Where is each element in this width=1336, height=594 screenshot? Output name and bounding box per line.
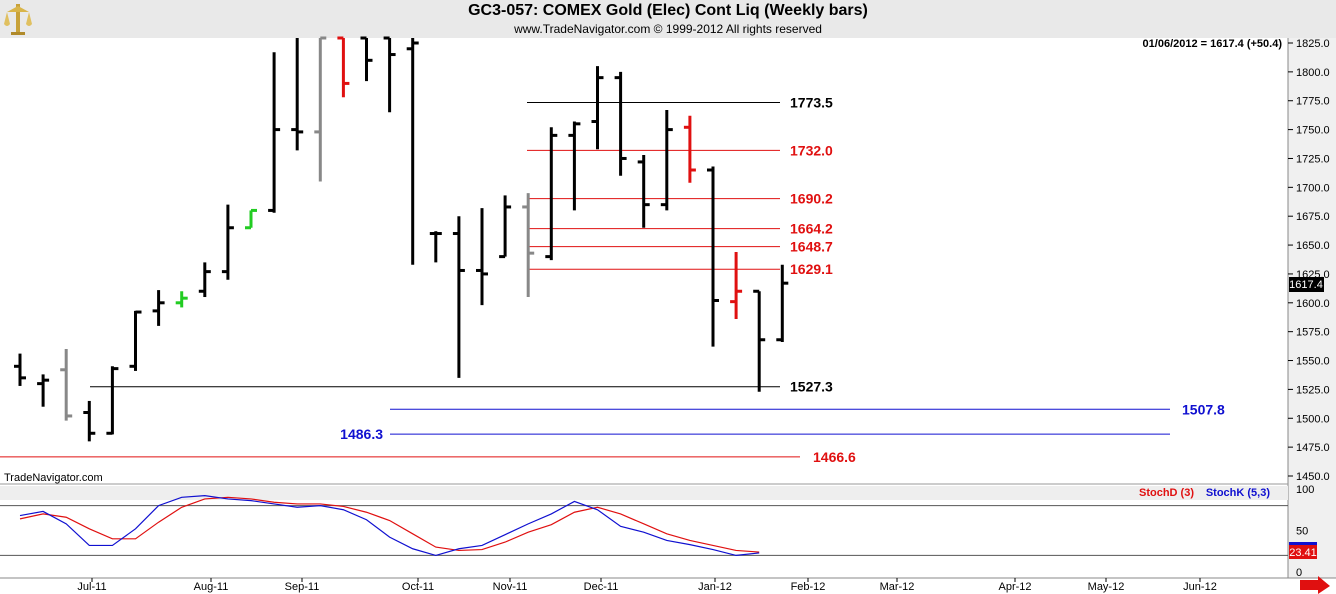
chart-title: GC3-057: COMEX Gold (Elec) Cont Liq (Wee… <box>468 2 868 19</box>
x-tick-label: Apr-12 <box>998 581 1031 593</box>
level-label: 1664.2 <box>790 221 833 237</box>
price-bar <box>198 262 211 298</box>
x-tick-label: Dec-11 <box>584 581 619 593</box>
price-bar <box>637 155 650 228</box>
price-bar <box>175 291 188 308</box>
x-tick-label: Jun-12 <box>1183 581 1217 593</box>
last-price-tag: 1617.4 <box>1289 279 1323 291</box>
price-tick-label: 1725.0 <box>1296 153 1330 165</box>
price-tick-label: 1550.0 <box>1296 356 1330 368</box>
osc-tick-label: 50 <box>1296 526 1308 538</box>
price-bar <box>568 121 581 211</box>
price-axis-ticks: 1450.0 1475.0 1500.0 1525.0 1550.0 1575.0 1600… <box>1288 38 1330 483</box>
price-bar <box>522 193 535 298</box>
watermark: TradeNavigator.com <box>4 472 103 484</box>
price-bar <box>591 66 604 150</box>
price-bar <box>221 204 234 280</box>
price-tick-label: 1600.0 <box>1296 298 1330 310</box>
trade-navigator-logo-icon <box>4 4 32 35</box>
level-lines: 1773.5 1732.0 1690.2 1664.2 1648.7 1629.1 1527… <box>0 94 1225 465</box>
stoch-k-legend: StochK (5,3) <box>1206 487 1271 499</box>
stoch-d-line <box>19 496 760 553</box>
level-label: 1507.8 <box>1182 401 1225 417</box>
price-bar <box>753 289 766 392</box>
price-bar <box>614 71 627 176</box>
oscillator-pane: 100 50 0 <box>0 484 1314 579</box>
price-bar <box>406 38 419 265</box>
level-label: 1486.3 <box>340 426 383 442</box>
price-bars <box>14 36 789 442</box>
x-tick-label: Oct-11 <box>402 581 434 593</box>
price-bar <box>730 251 743 319</box>
scroll-right-arrow-icon[interactable] <box>1300 576 1330 594</box>
x-tick-label: Mar-12 <box>880 581 915 593</box>
price-tick-label: 1450.0 <box>1296 471 1330 483</box>
level-label: 1629.1 <box>790 261 833 277</box>
price-tick-label: 1650.0 <box>1296 240 1330 252</box>
level-label: 1648.7 <box>790 239 833 255</box>
price-bar <box>129 310 142 371</box>
price-bar <box>776 264 789 343</box>
x-tick-label: Sep-11 <box>285 581 320 593</box>
price-bar <box>83 400 96 442</box>
last-price-info: 01/06/2012 = 1617.4 (+50.4) <box>1143 38 1283 50</box>
price-bar <box>383 36 396 113</box>
last-price-tag-box <box>1289 277 1324 292</box>
x-tick-label: Aug-11 <box>194 581 229 593</box>
price-bar <box>429 231 442 263</box>
oscillator-legend-strip <box>0 486 1288 500</box>
osc-tick-label: 0 <box>1296 567 1302 579</box>
stoch-k-line <box>19 495 760 557</box>
price-tick-label: 1750.0 <box>1296 125 1330 137</box>
level-label: 1466.6 <box>813 449 856 465</box>
price-bar <box>268 52 281 213</box>
price-bar <box>545 127 558 261</box>
x-axis-labels: Jul-11 Aug-11 Sep-11 Oct-11 Nov-11 Dec-11 Jan-… <box>77 578 1217 593</box>
price-bar <box>452 216 465 378</box>
chart-header: GC3-057: COMEX Gold (Elec) Cont Liq (Wee… <box>0 0 1336 38</box>
stoch-d-tag-box <box>1289 545 1317 559</box>
price-bar <box>660 109 673 211</box>
price-bar <box>14 353 26 386</box>
price-bar <box>683 115 696 183</box>
price-bar <box>707 166 719 347</box>
price-bar <box>499 195 512 259</box>
price-bar <box>291 38 304 151</box>
x-tick-label: Nov-11 <box>493 581 528 593</box>
price-tick-label: 1500.0 <box>1296 413 1330 425</box>
price-tick-label: 1825.0 <box>1296 38 1330 50</box>
price-tick-label: 1475.0 <box>1296 442 1330 454</box>
copyright-notice: www.TradeNavigator.com © 1999-2012 All r… <box>514 22 822 36</box>
price-bar <box>360 36 373 82</box>
price-axis-background <box>1288 38 1336 578</box>
price-bar <box>106 366 119 435</box>
x-tick-label: Jan-12 <box>698 581 732 593</box>
stoch-d-legend: StochD (3) <box>1139 487 1194 499</box>
x-tick-label: Feb-12 <box>791 581 826 593</box>
price-tick-label: 1575.0 <box>1296 327 1330 339</box>
price-bar <box>152 290 165 326</box>
price-bar <box>37 374 50 407</box>
price-tick-label: 1800.0 <box>1296 67 1330 79</box>
price-tick-label: 1700.0 <box>1296 182 1330 194</box>
level-label: 1690.2 <box>790 191 833 207</box>
price-bar <box>337 36 350 98</box>
level-label: 1773.5 <box>790 94 833 110</box>
oscillator-value-tag: 23.41 <box>1289 547 1317 559</box>
price-bar <box>60 348 73 421</box>
price-tick-label: 1775.0 <box>1296 96 1330 108</box>
price-bar <box>314 36 327 182</box>
level-label: 1732.0 <box>790 142 833 158</box>
x-tick-label: Jul-11 <box>77 581 106 593</box>
price-tick-label: 1675.0 <box>1296 211 1330 223</box>
osc-tick-label: 100 <box>1296 484 1314 496</box>
price-tick-label: 1525.0 <box>1296 384 1330 396</box>
price-bar <box>245 208 257 230</box>
level-label: 1527.3 <box>790 379 833 395</box>
x-tick-label: May-12 <box>1088 581 1125 593</box>
price-bar <box>476 208 488 306</box>
